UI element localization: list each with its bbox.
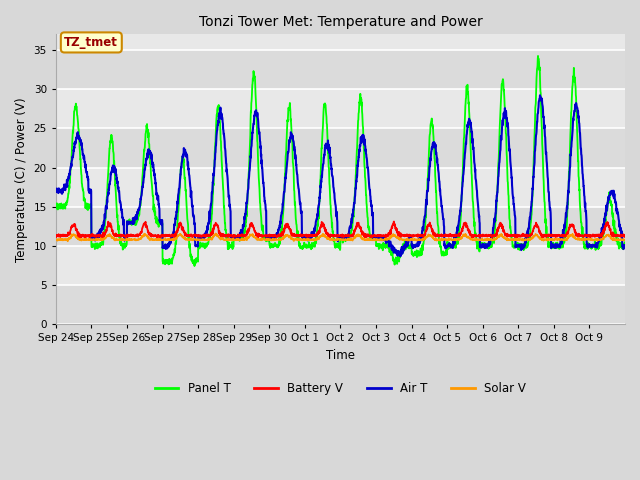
Legend: Panel T, Battery V, Air T, Solar V: Panel T, Battery V, Air T, Solar V — [150, 377, 531, 399]
Title: Tonzi Tower Met: Temperature and Power: Tonzi Tower Met: Temperature and Power — [198, 15, 483, 29]
Bar — [56, 207, 625, 246]
Bar — [56, 50, 625, 89]
Bar — [56, 285, 625, 324]
X-axis label: Time: Time — [326, 349, 355, 362]
Text: TZ_tmet: TZ_tmet — [65, 36, 118, 49]
Y-axis label: Temperature (C) / Power (V): Temperature (C) / Power (V) — [15, 97, 28, 262]
Bar — [56, 128, 625, 168]
